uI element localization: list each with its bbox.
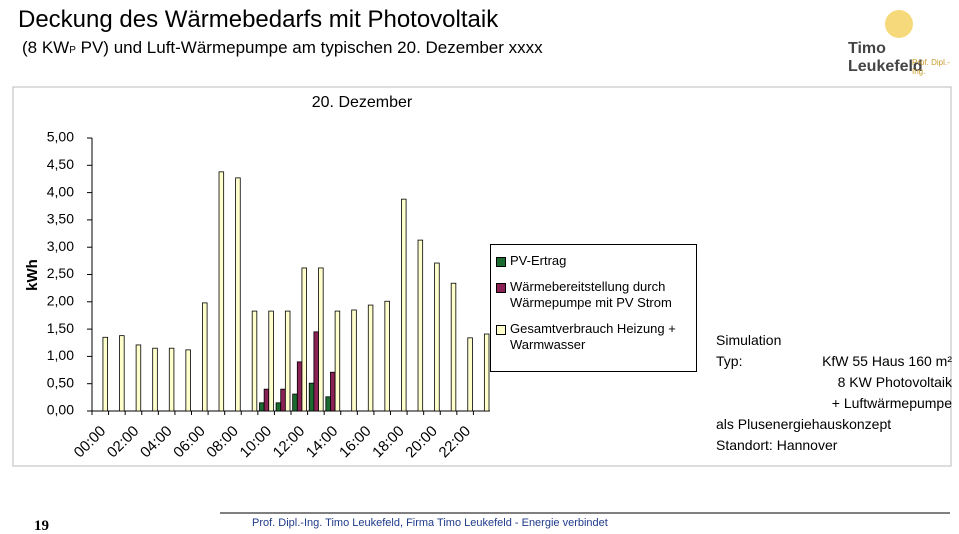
note: 8 KW Photovoltaik <box>837 374 952 390</box>
bar <box>202 302 208 412</box>
legend-swatch <box>496 325 506 335</box>
legend-swatch <box>496 283 506 293</box>
bar <box>296 361 303 412</box>
bar <box>235 177 241 412</box>
legend-item: Gesamtverbrauch Heizung + Warmwasser <box>496 321 691 353</box>
bar <box>135 344 142 412</box>
bar <box>434 262 440 412</box>
subtitle-sub: P <box>69 45 76 56</box>
legend-item: Wärmebereitstellung durch Wärmepumpe mit… <box>496 279 691 311</box>
note: KfW 55 Haus 160 m² <box>822 353 952 369</box>
bar <box>417 239 424 412</box>
bar <box>185 349 191 412</box>
y-tick-label: 4,00 <box>47 183 74 199</box>
bar <box>313 331 319 412</box>
note: Simulation <box>716 332 782 348</box>
y-tick-label: 1,50 <box>47 320 74 336</box>
bar <box>152 347 158 412</box>
bar <box>367 304 374 412</box>
page-number: 19 <box>34 518 49 534</box>
logo-sun <box>885 10 913 38</box>
legend-item: PV-Ertrag <box>496 253 691 269</box>
note: Typ: <box>716 353 743 369</box>
y-axis-label: kWh <box>24 259 41 291</box>
bar <box>268 310 274 412</box>
bar <box>168 347 175 412</box>
bar <box>275 402 282 412</box>
legend-swatch <box>496 257 506 267</box>
y-tick-label: 5,00 <box>47 129 74 145</box>
bar <box>292 393 298 412</box>
subtitle-text: PV) und Luft-Wärmepumpe am typischen 20.… <box>75 38 543 57</box>
bar <box>318 267 324 412</box>
y-tick-label: 2,00 <box>47 293 74 309</box>
bar <box>351 309 357 412</box>
bar <box>330 371 336 412</box>
notes: Simulation Typ: KfW 55 Haus 160 m² 8 KW P… <box>716 330 952 456</box>
legend-label: PV-Ertrag <box>510 253 567 268</box>
y-tick-label: 0,00 <box>47 402 74 418</box>
legend-label: Wärmebereitstellung durch Wärmepumpe mit… <box>510 279 672 310</box>
logo-name: Timo Leukefeld <box>848 40 923 75</box>
bar <box>284 310 291 412</box>
y-tick-label: 2,50 <box>47 265 74 281</box>
note: als Plusenergiehauskonzept <box>716 416 892 432</box>
bar <box>325 396 331 412</box>
legend: PV-Ertrag Wärmebereitstellung durch Wärme… <box>490 244 697 372</box>
logo-tagline: Prof. Dipl.-Ing. <box>912 58 950 76</box>
y-tick-label: 4,50 <box>47 156 74 172</box>
subtitle-text: (8 KW <box>22 38 70 57</box>
bar <box>384 300 390 412</box>
note: + Luftwärmepumpe <box>831 395 952 411</box>
bar <box>259 402 265 412</box>
bar <box>308 382 315 412</box>
y-tick-label: 1,00 <box>47 347 74 363</box>
chart-title: 20. Dezember <box>312 94 413 111</box>
legend-label: Gesamtverbrauch Heizung + Warmwasser <box>510 321 676 352</box>
footer-text: Prof. Dipl.-Ing. Timo Leukefeld, Firma T… <box>252 517 608 529</box>
title: Deckung des Wärmebedarfs mit Photovoltai… <box>18 6 499 33</box>
y-tick-label: 3,50 <box>47 211 74 227</box>
bar <box>251 310 258 412</box>
bar <box>467 337 473 412</box>
bar <box>263 388 270 412</box>
bar <box>483 333 490 412</box>
y-tick-label: 3,00 <box>47 238 74 254</box>
y-tick-label: 0,50 <box>47 374 74 390</box>
bar <box>280 388 286 412</box>
bar <box>450 282 457 412</box>
bar <box>301 267 307 412</box>
note: Standort: Hannover <box>716 437 838 453</box>
bar <box>119 335 125 412</box>
bar <box>218 171 225 412</box>
bar <box>102 336 108 412</box>
bar <box>401 198 407 412</box>
subtitle: (8 KWP PV) und Luft-Wärmepumpe am typisc… <box>22 38 543 58</box>
bar <box>334 310 341 412</box>
